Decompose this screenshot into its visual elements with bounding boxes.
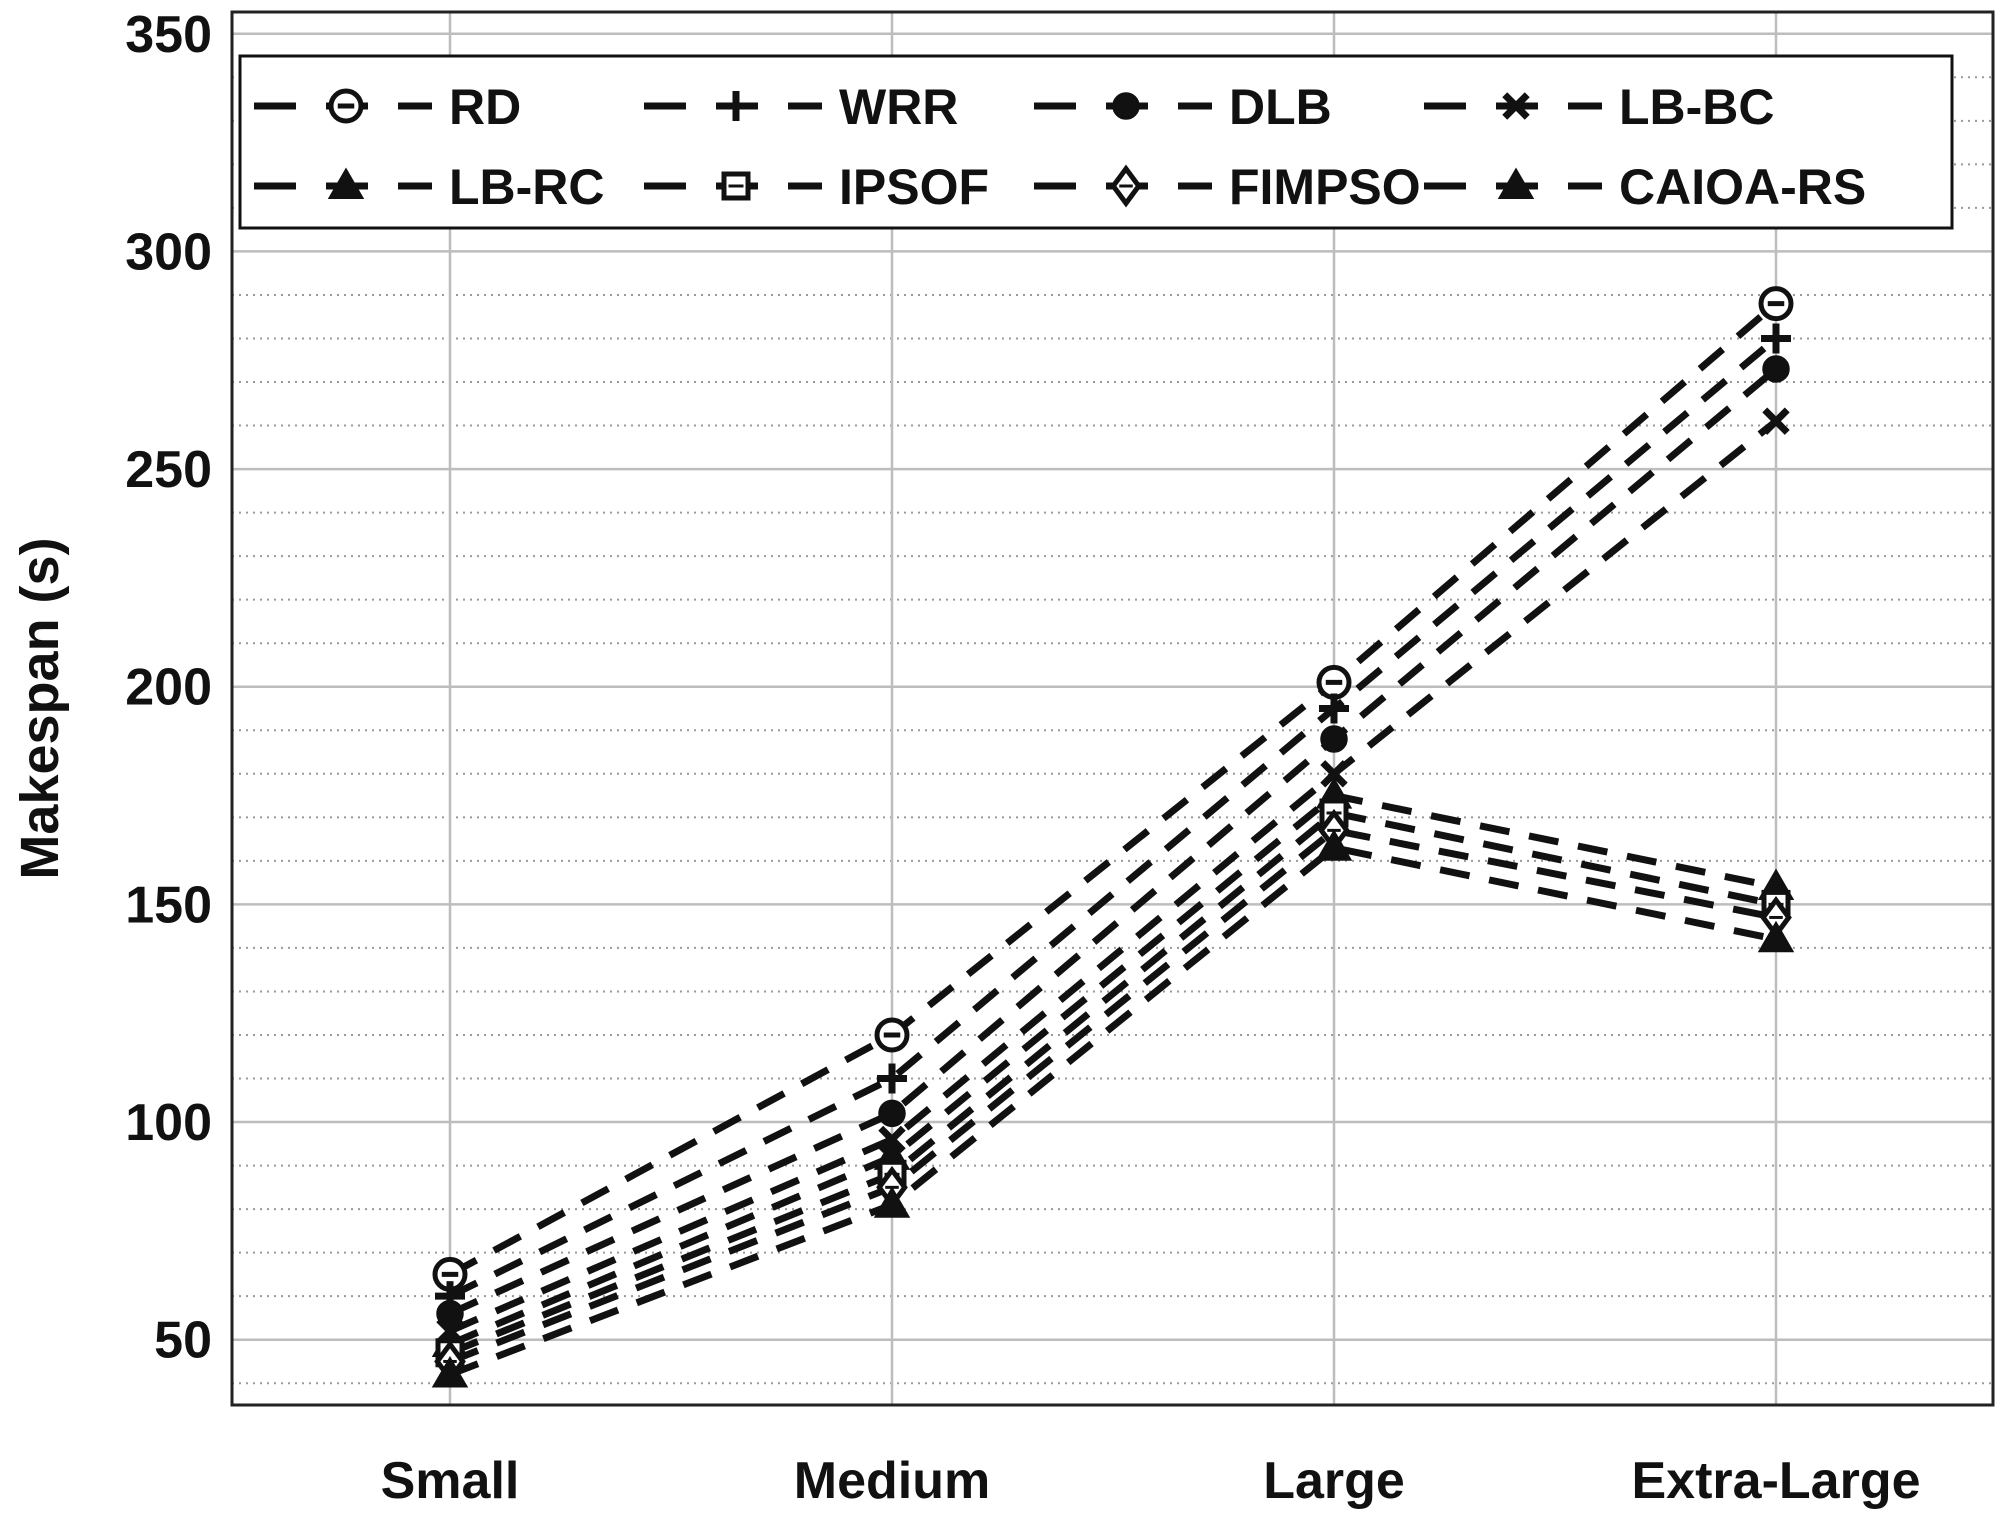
data-point-dlb — [1762, 355, 1790, 383]
marker-plus — [721, 91, 751, 121]
series-markers — [431, 286, 1795, 1388]
legend-item: LB-BC — [1424, 79, 1775, 135]
axes: 50 100 150 200 250 300 350 Small Medium Large Extr… — [10, 6, 1995, 1510]
marker-circle-minus — [328, 88, 364, 124]
series-line-dlb — [448, 366, 1779, 1317]
data-point-lb-bc — [1762, 407, 1790, 435]
legend-item: WRR — [644, 79, 958, 135]
x-tick-label: Medium — [794, 1452, 990, 1510]
series-lines — [448, 301, 1779, 1378]
data-point-wrr — [877, 1063, 907, 1094]
series-line-rd — [448, 301, 1779, 1278]
marker-filled-circle — [1112, 92, 1140, 120]
y-axis-label: Makespan (s) — [10, 537, 70, 879]
marker-x — [1502, 92, 1530, 120]
series-line-wrr — [448, 335, 1779, 1300]
data-point-dlb — [878, 1099, 906, 1128]
marker-filled-triangle — [327, 167, 365, 199]
data-point-rd — [1316, 664, 1352, 700]
y-tick-label: 150 — [125, 876, 212, 934]
legend: RD WRR DLB LB-BC LB-RC IPSOF FIMPSO CAIOA-RS — [238, 54, 1954, 230]
data-point-caioa-rs — [1757, 920, 1795, 953]
series-line-lb-bc — [448, 418, 1779, 1335]
legend-box — [238, 54, 1954, 230]
data-point-caioa-rs — [1315, 829, 1353, 861]
series-line-caioa-rs — [448, 844, 1777, 1378]
grid — [232, 12, 1993, 1405]
marker-diamond — [1110, 164, 1142, 208]
y-tick-label: 200 — [125, 659, 212, 717]
legend-label: DLB — [1229, 79, 1332, 135]
legend-item: IPSOF — [644, 159, 989, 215]
data-point-rd — [1758, 286, 1794, 322]
legend-label: WRR — [839, 79, 958, 135]
legend-item: FIMPSO — [1034, 159, 1421, 215]
y-tick-label: 350 — [125, 6, 212, 64]
series-line-lb-rc — [448, 791, 1777, 1348]
marker-square — [721, 171, 751, 201]
legend-label: LB-BC — [1619, 79, 1775, 135]
data-point-caioa-rs — [873, 1186, 911, 1218]
legend-item: CAIOA-RS — [1424, 159, 1866, 215]
x-tick-label: Extra-Large — [1632, 1452, 1921, 1510]
y-tick-label: 250 — [125, 441, 212, 499]
x-tick-label: Small — [381, 1452, 520, 1510]
legend-item: DLB — [1034, 79, 1332, 135]
legend-label: FIMPSO — [1229, 159, 1421, 215]
legend-label: IPSOF — [839, 159, 989, 215]
data-point-wrr — [1761, 323, 1791, 354]
series-line-fimpso — [448, 826, 1777, 1365]
data-point-dlb — [1320, 725, 1348, 753]
legend-label: CAIOA-RS — [1619, 159, 1866, 215]
plot-frame — [230, 10, 1995, 1407]
data-point-rd — [874, 1017, 910, 1053]
series-line-ipsof — [448, 809, 1777, 1357]
legend-label: RD — [449, 79, 521, 135]
data-point-rd — [432, 1256, 468, 1292]
legend-label: LB-RC — [449, 159, 605, 215]
y-tick-label: 50 — [154, 1312, 212, 1370]
data-point-wrr — [1319, 693, 1349, 724]
legend-item: RD — [254, 79, 521, 135]
data-point-lb-bc — [1320, 760, 1348, 788]
x-tick-label: Large — [1263, 1452, 1405, 1510]
data-point-caioa-rs — [431, 1356, 469, 1388]
legend-item: LB-RC — [254, 159, 605, 215]
marker-filled-triangle — [1497, 167, 1535, 199]
y-tick-label: 100 — [125, 1094, 212, 1152]
y-tick-label: 300 — [125, 223, 212, 281]
